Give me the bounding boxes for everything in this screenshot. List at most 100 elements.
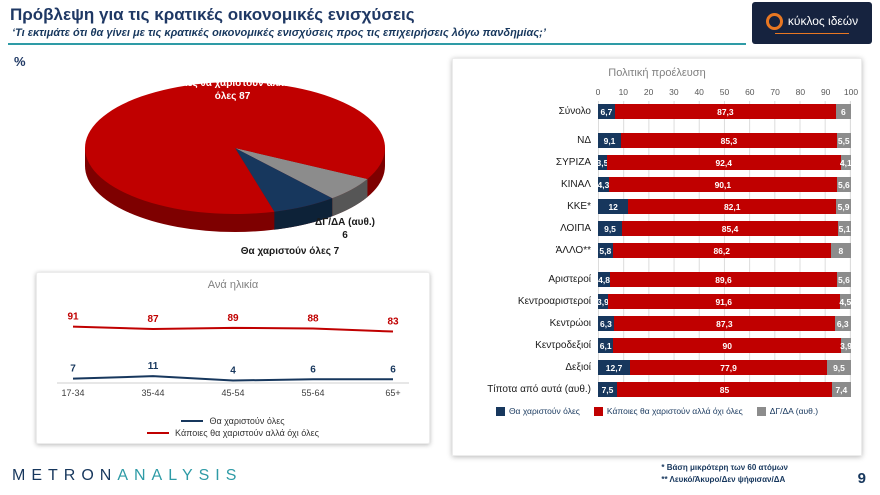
data-label: 7 bbox=[70, 364, 76, 375]
bar-segment-red: 86,2 bbox=[612, 243, 831, 258]
bar-segment-red: 85 bbox=[616, 382, 833, 397]
bar-row: ΣΥΡΙΖΑ 3,5 92,4 4,1 bbox=[463, 155, 852, 170]
line-series bbox=[72, 375, 393, 382]
row-label: Αριστεροί bbox=[548, 274, 591, 285]
row-label: Δεξιοί bbox=[565, 362, 591, 373]
brand-logo-row: κύκλος ιδεών bbox=[765, 12, 859, 30]
pie-slice-label-blue: Θα χαριστούν όλες 7 bbox=[240, 246, 340, 257]
bar-segment-red: 90,1 bbox=[608, 177, 837, 192]
axis-tick: 10 bbox=[618, 87, 629, 97]
bar-segment-gray: 7,4 bbox=[832, 382, 851, 397]
bar-segment-blue: 6,7 bbox=[598, 104, 615, 119]
axis-tick: 40 bbox=[694, 87, 704, 97]
age-line-chart: 7 11 4 6 6 91 87 89 88 83 17-34 35-44 45-54 55-64 65+ bbox=[57, 312, 409, 398]
political-chart-plot: 0 10 20 30 40 50 60 70 80 90 100 Σύνολο 6,7 87,3 6 ΝΔ 9… bbox=[463, 87, 858, 397]
bar-segment-gray: 3,9 bbox=[840, 338, 852, 353]
axis-tick: 60 bbox=[745, 87, 755, 97]
legend-item: ΔΓ/ΔΑ (αυθ.) bbox=[756, 406, 818, 416]
bar-row: Κεντροδεξιοί 6,1 90 3,9 bbox=[463, 338, 852, 353]
bar-row: Κεντρώοι 6,3 87,3 6,3 bbox=[463, 316, 851, 331]
data-label: 11 bbox=[148, 361, 159, 372]
bar-segment-blue: 9,5 bbox=[598, 221, 623, 236]
header-divider bbox=[8, 43, 746, 45]
brand-logo-text: κύκλος ιδεών bbox=[787, 14, 859, 28]
line-series bbox=[72, 325, 394, 333]
political-chart-legend: Θα χαριστούν όλες Κάποιες θα χαριστούν αλ… bbox=[463, 406, 851, 416]
bar-row: Σύνολο 6,7 87,3 6 bbox=[463, 104, 851, 119]
bar-segment-gray: 5,5 bbox=[836, 133, 851, 148]
axis-tick: 90 bbox=[820, 87, 831, 97]
bar-segment-red: 87,3 bbox=[614, 104, 836, 119]
axis-tick: 100 bbox=[843, 87, 859, 97]
legend-label: Θα χαριστούν όλες bbox=[508, 406, 580, 416]
data-label: 6 bbox=[390, 364, 396, 375]
legend-line-sample bbox=[181, 420, 204, 422]
age-line-chart-panel: Ανά ηλικία 7 11 4 6 6 91 87 89 88 83 17-34 35-44 45-… bbox=[36, 272, 430, 444]
bar-segment-red: 85,3 bbox=[621, 133, 837, 148]
row-label: Κεντροαριστεροί bbox=[517, 296, 591, 307]
bar-segment-red: 92,4 bbox=[606, 155, 841, 170]
pie-gray-label-value: 6 bbox=[342, 230, 348, 241]
axis-tick: 70 bbox=[770, 87, 780, 97]
legend-swatch bbox=[593, 406, 603, 416]
pie-slice-label-gray: ΔΓ/ΔΑ (αυθ.) 6 bbox=[285, 216, 405, 242]
legend-item: Κάποιες θα χαριστούν αλλά όχι όλες bbox=[147, 428, 319, 438]
stacked-bar: 9,5 85,4 5,1 bbox=[598, 221, 851, 236]
legend-swatch bbox=[495, 406, 505, 416]
row-label: Τίποτα από αυτά (αυθ.) bbox=[487, 384, 591, 395]
stacked-bar: 12 82,1 5,9 bbox=[598, 199, 851, 214]
row-label: ΣΥΡΙΖΑ bbox=[555, 157, 591, 168]
bar-row: ΆΛΛΟ** 5,8 86,2 8 bbox=[463, 243, 851, 258]
legend-item: Κάποιες θα χαριστούν αλλά όχι όλες bbox=[593, 406, 743, 416]
circle-ring-icon bbox=[765, 12, 783, 30]
row-label: ΛΟΙΠΑ bbox=[560, 223, 591, 234]
bar-segment-blue: 5,8 bbox=[598, 243, 613, 258]
brand-secondary: ANALYSIS bbox=[117, 467, 243, 484]
bar-segment-gray: 5,9 bbox=[836, 199, 851, 214]
bar-segment-blue: 12 bbox=[598, 199, 629, 214]
category-label: 55-64 bbox=[301, 388, 324, 398]
bar-segment-red: 90 bbox=[613, 338, 842, 353]
bar-row: Δεξιοί 12,7 77,9 9,5 bbox=[463, 360, 851, 375]
bar-segment-red: 77,9 bbox=[630, 360, 827, 375]
bar-segment-blue: 4,3 bbox=[598, 177, 609, 192]
stacked-bar: 6,1 90 3,9 bbox=[598, 338, 852, 353]
axis-tick: 50 bbox=[719, 87, 730, 97]
page-number: 9 bbox=[857, 470, 866, 487]
bar-row: ΛΟΙΠΑ 9,5 85,4 5,1 bbox=[463, 221, 851, 236]
bar-row: ΝΔ 9,1 85,3 5,5 bbox=[463, 133, 851, 148]
row-label: ΆΛΛΟ** bbox=[555, 245, 591, 256]
category-label: 35-44 bbox=[141, 388, 164, 398]
axis-tick: 30 bbox=[669, 87, 679, 97]
data-label: 87 bbox=[147, 314, 159, 325]
bar-segment-red: 87,3 bbox=[613, 316, 835, 331]
stacked-bar: 6,7 87,3 6 bbox=[598, 104, 851, 119]
bar-segment-red: 85,4 bbox=[622, 221, 839, 236]
category-label: 45-54 bbox=[221, 388, 244, 398]
pie-slice bbox=[84, 82, 386, 214]
stacked-bar: 3,5 92,4 4,1 bbox=[597, 155, 852, 170]
bar-segment-blue: 12,7 bbox=[598, 360, 631, 375]
legend-item: Θα χαριστούν όλες bbox=[181, 416, 285, 426]
bar-rows: Σύνολο 6,7 87,3 6 ΝΔ 9,1 85,3 5,5 ΣΥΡΙΖΑ 3,5 92,4 4… bbox=[463, 104, 852, 397]
row-label: Σύνολο bbox=[558, 106, 591, 117]
bar-segment-gray: 8 bbox=[830, 243, 851, 258]
legend-label: Θα χαριστούν όλες bbox=[209, 416, 285, 426]
brand-logo: κύκλος ιδεών bbox=[752, 2, 872, 44]
data-label: 6 bbox=[310, 364, 316, 375]
bar-segment-blue: 7,5 bbox=[598, 382, 617, 397]
stacked-bar: 6,3 87,3 6,3 bbox=[598, 316, 851, 331]
bar-segment-blue: 6,1 bbox=[598, 338, 614, 353]
stacked-bar: 7,5 85 7,4 bbox=[598, 382, 851, 397]
pie-slice-side bbox=[274, 198, 333, 230]
brand-primary: METRON bbox=[12, 467, 118, 484]
stacked-bar: 4,8 89,6 5,6 bbox=[598, 272, 851, 287]
data-label: 89 bbox=[227, 313, 239, 324]
bar-segment-gray: 4,5 bbox=[839, 294, 851, 309]
footnotes: * Βάση μικρότερη των 60 ατόμων ** Λευκό/… bbox=[661, 462, 788, 486]
legend-label: Κάποιες θα χαριστούν αλλά όχι όλες bbox=[606, 406, 743, 416]
category-label: 65+ bbox=[385, 388, 400, 398]
political-bar-chart-panel: Πολιτική προέλευση 0 10 20 30 40 50 60 70 80 90 10… bbox=[452, 58, 862, 456]
axis-tick: 20 bbox=[643, 87, 654, 97]
brand-tagline-rule bbox=[775, 32, 849, 34]
